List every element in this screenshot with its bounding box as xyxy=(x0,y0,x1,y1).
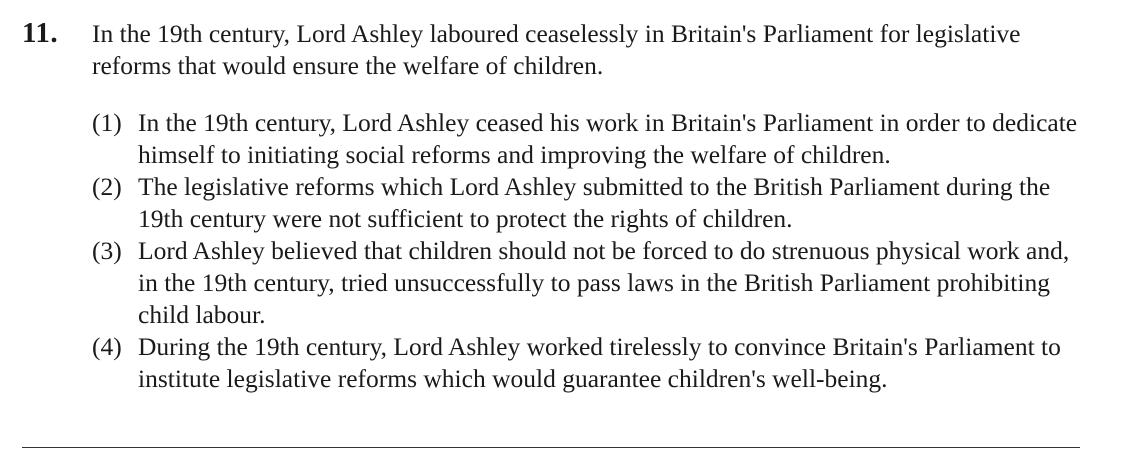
question-stem: In the 19th century, Lord Ashley laboure… xyxy=(92,19,1021,80)
answer-option-4[interactable]: (4) During the 19th century, Lord Ashley… xyxy=(92,331,1092,395)
option-text: Lord Ashley believed that children shoul… xyxy=(138,236,1070,329)
option-label: (2) xyxy=(92,172,122,201)
option-text: The legislative reforms which Lord Ashle… xyxy=(138,172,1051,233)
answer-options: (1) In the 19th century, Lord Ashley cea… xyxy=(92,107,1092,395)
option-label: (3) xyxy=(92,236,122,265)
answer-option-2[interactable]: (2) The legislative reforms which Lord A… xyxy=(92,171,1092,235)
section-divider xyxy=(22,447,1080,448)
option-label: (4) xyxy=(92,332,122,361)
option-text: In the 19th century, Lord Ashley ceased … xyxy=(138,108,1078,169)
answer-option-3[interactable]: (3) Lord Ashley believed that children s… xyxy=(92,235,1092,331)
option-label: (1) xyxy=(92,108,122,137)
option-text: During the 19th century, Lord Ashley wor… xyxy=(138,332,1061,393)
answer-option-1[interactable]: (1) In the 19th century, Lord Ashley cea… xyxy=(92,107,1092,171)
question-number: 11. xyxy=(22,17,59,49)
